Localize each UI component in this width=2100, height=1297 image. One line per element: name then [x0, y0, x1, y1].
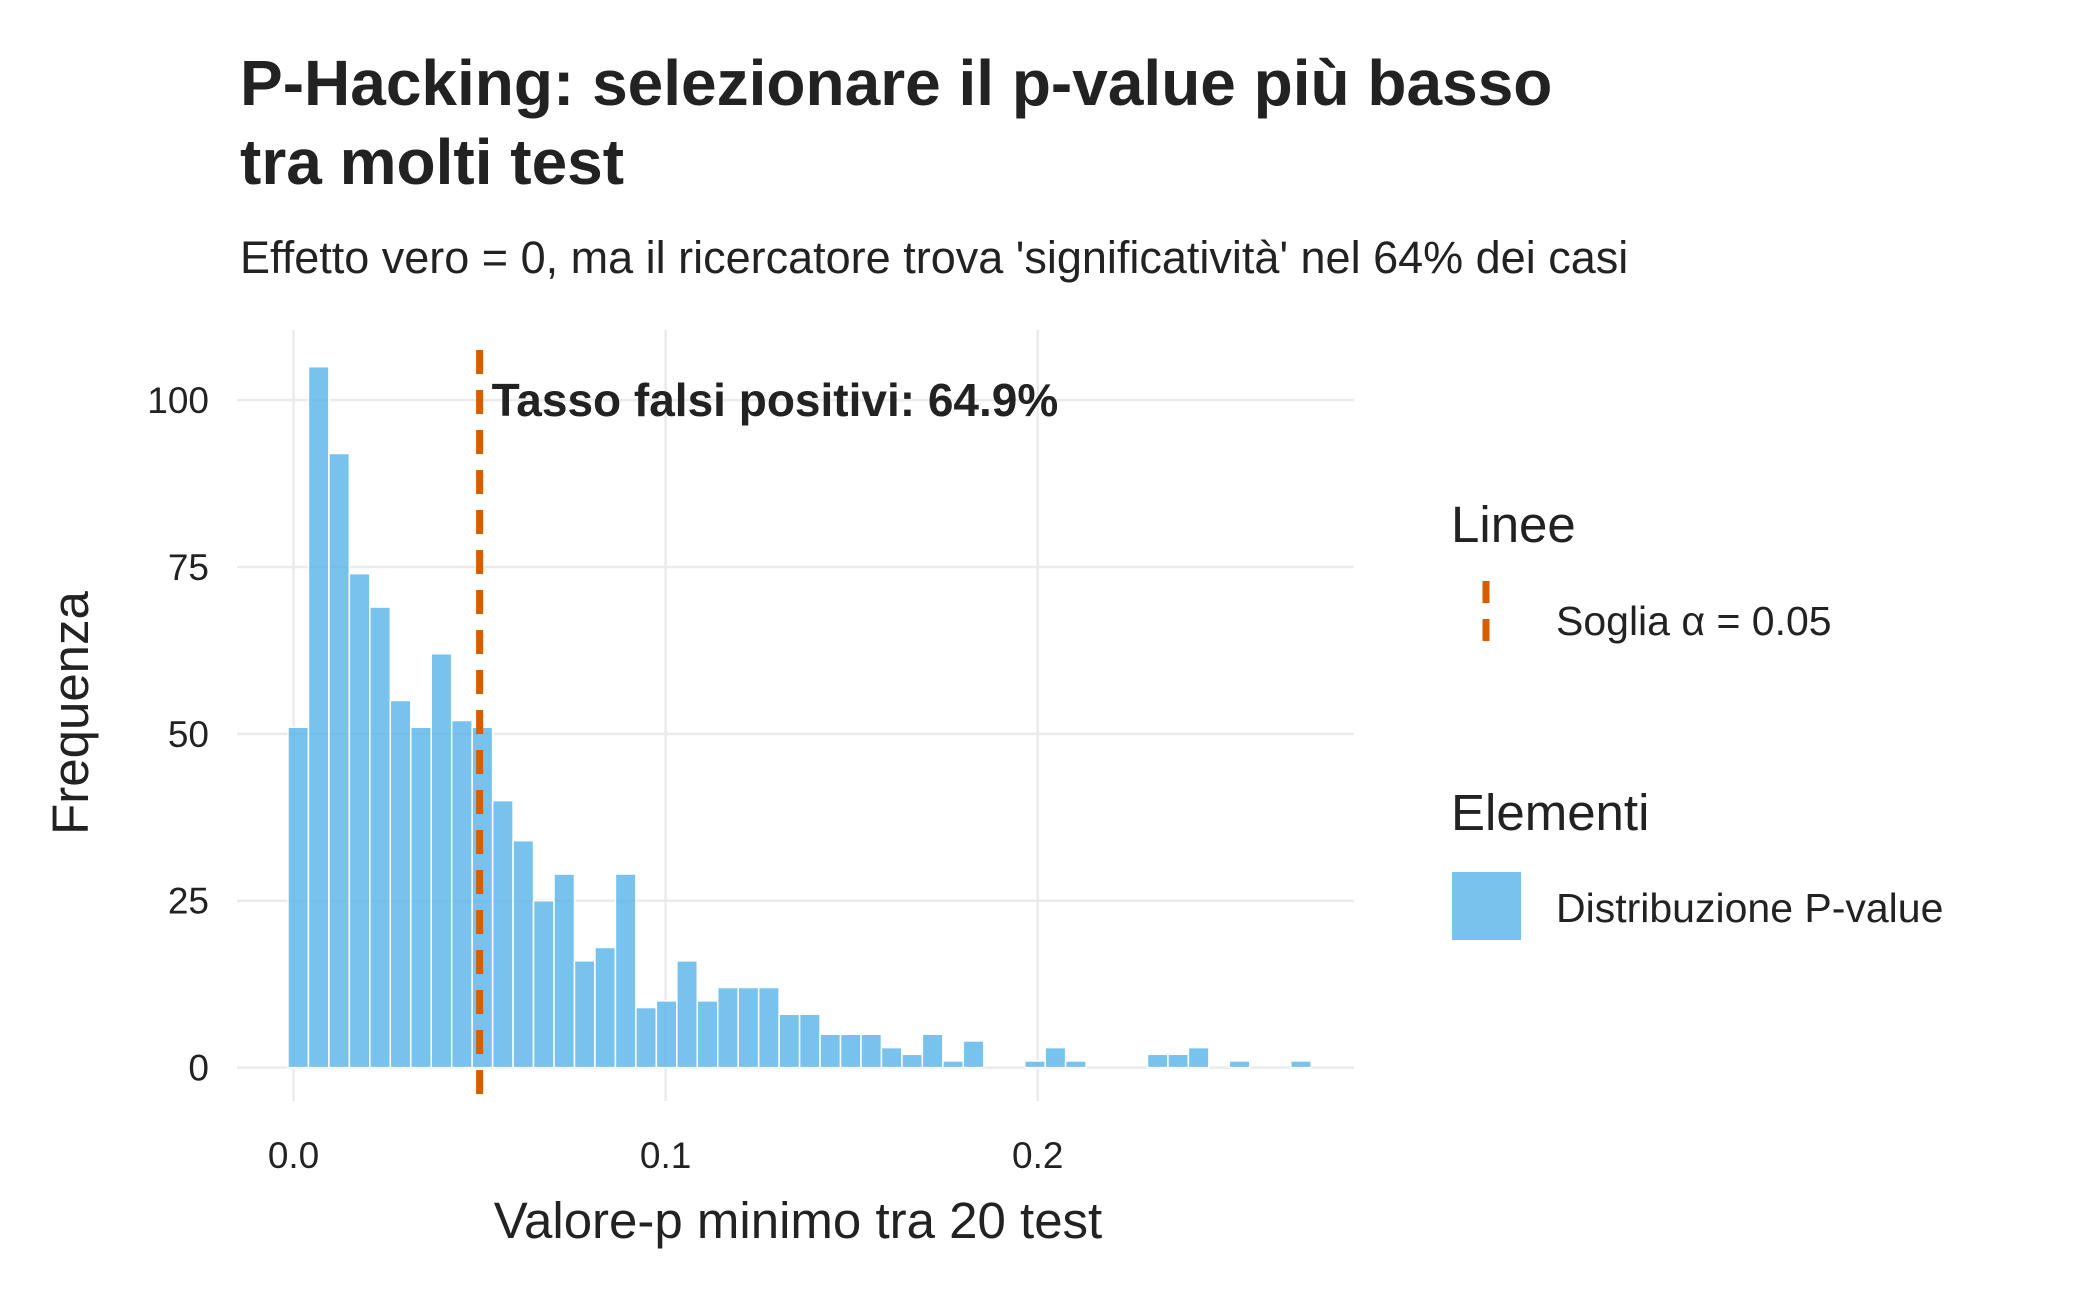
bar [1289, 1060, 1312, 1069]
bar [1228, 1060, 1251, 1069]
bar [1064, 1060, 1087, 1069]
y-tick-label: 25 [168, 881, 209, 922]
bar [901, 1053, 924, 1069]
bar [778, 1013, 801, 1069]
y-tick-label: 50 [168, 714, 209, 755]
x-tick-label: 0.0 [268, 1135, 319, 1176]
bar [512, 839, 535, 1069]
bar [328, 452, 351, 1069]
bar [430, 653, 453, 1069]
legend-key [1452, 872, 1521, 940]
bar [614, 873, 637, 1069]
bar [287, 726, 310, 1069]
bar [798, 1013, 821, 1069]
bar [573, 960, 596, 1069]
bar [737, 986, 760, 1069]
bar [819, 1033, 842, 1069]
bar [471, 726, 494, 1069]
bar [1187, 1046, 1210, 1069]
chart-title: P-Hacking: selezionare il p-value più ba… [240, 47, 1552, 119]
bar [1167, 1053, 1190, 1069]
bar [1146, 1053, 1169, 1069]
bar [839, 1033, 862, 1069]
bar [491, 799, 514, 1069]
bar [635, 1006, 658, 1069]
bar [307, 365, 330, 1069]
legend-title: Elementi [1451, 784, 1649, 841]
legend-label: Distribuzione P-value [1556, 885, 1943, 931]
bar [860, 1033, 883, 1069]
chart-title: tra molti test [240, 126, 624, 198]
chart-subtitle: Effetto vero = 0, ma il ricercatore trov… [240, 232, 1628, 283]
bar [369, 606, 392, 1069]
bar [389, 699, 412, 1069]
bar [696, 1000, 719, 1069]
bar [962, 1040, 985, 1069]
y-tick-label: 100 [147, 380, 209, 421]
legend-title: Linee [1451, 496, 1576, 553]
bar [1023, 1060, 1046, 1069]
bar [757, 986, 780, 1069]
bar [655, 1000, 678, 1069]
legend-label: Soglia α = 0.05 [1556, 598, 1832, 644]
x-axis-title: Valore-p minimo tra 20 test [494, 1192, 1102, 1249]
bar [450, 719, 473, 1069]
y-tick-label: 0 [188, 1048, 209, 1089]
y-tick-label: 75 [168, 547, 209, 588]
bar [410, 726, 432, 1069]
bar [594, 946, 617, 1069]
bar [716, 986, 739, 1069]
bar [348, 572, 371, 1069]
x-tick-label: 0.2 [1012, 1135, 1063, 1176]
bar [1044, 1046, 1067, 1069]
bar [921, 1033, 944, 1069]
bar [532, 899, 555, 1069]
bar [553, 873, 576, 1069]
annotation: Tasso falsi positivi: 64.9% [492, 374, 1059, 426]
y-axis-title: Frequenza [42, 590, 99, 834]
bar [942, 1060, 965, 1069]
bar [676, 960, 699, 1069]
x-tick-label: 0.1 [640, 1135, 691, 1176]
bar [880, 1046, 903, 1069]
